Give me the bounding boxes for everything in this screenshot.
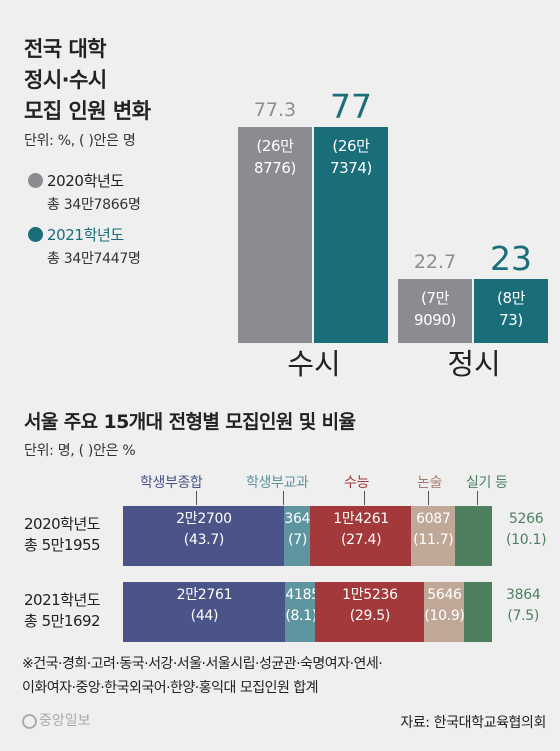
title-line: 정시·수시 [24, 68, 107, 92]
bar-value-label: 77 [330, 87, 372, 127]
segment-수능: 1만5236 (29.5) [315, 582, 425, 642]
segment-outside-label: 5266 (10.1) [506, 509, 547, 551]
segment-pct: (27.4) [340, 532, 382, 548]
segment-pct: (10.9) [424, 608, 465, 624]
segment-header: 학생부종합 [140, 475, 203, 491]
legend-label: 2020학년도 [47, 172, 124, 190]
newspaper-logo: 중앙일보 [22, 710, 91, 730]
segment-수능: 1만4261 (27.4) [310, 506, 412, 566]
segment-실기 등 [464, 582, 493, 642]
bar-count-line: (26만 [332, 137, 370, 156]
segment-count: 5646 [427, 587, 462, 603]
segment-학생부종합: 2만2700 (43.7) [123, 506, 285, 566]
bar-정시-2020학년도 [398, 279, 472, 343]
segment-header: 논술 [417, 475, 442, 491]
bar-수시-2021학년도 [314, 127, 388, 343]
bar-count-label: (26만 7374) [314, 135, 388, 179]
legend-total: 총 34만7866명 [47, 197, 141, 213]
segment-count: 3864 [506, 587, 541, 603]
segment-header: 수능 [344, 475, 369, 491]
segment-count: 1만4261 [333, 511, 389, 527]
segment-header-tick [428, 491, 429, 505]
segment-실기 등 [454, 506, 493, 566]
category-label: 수시 [287, 347, 341, 381]
legend-label: 2021학년도 [47, 226, 124, 244]
segment-pct: (7) [288, 532, 308, 548]
bar-count-line: 8776) [253, 158, 297, 177]
segment-header: 학생부교과 [246, 475, 309, 491]
segment-pct: (10.1) [506, 532, 547, 548]
row-year: 2021학년도 [24, 591, 101, 609]
bar-value-label: 23 [490, 238, 532, 278]
segment-pct: (44) [190, 608, 219, 624]
bar-count-line: 9090) [413, 311, 457, 330]
row-year: 2020학년도 [24, 515, 101, 533]
segment-header-tick [196, 491, 197, 505]
segment-header: 실기 등 [466, 475, 508, 491]
bar-value-label: 77.3 [253, 98, 297, 121]
category-label: 정시 [447, 347, 501, 381]
bar-count-line: (26만 [256, 136, 294, 155]
segment-header-tick [364, 491, 365, 505]
footnote-line: ※건국·경희·고려·동국·서강·서울·서울시립·성균관·숙명여자·연세· [22, 656, 383, 672]
segment-논술: 6087 (11.7) [411, 506, 456, 566]
segment-count: 6087 [416, 511, 451, 527]
section-unit: 단위: 명, ( )안은 % [24, 443, 136, 459]
footnote-line: 이화여자·중앙·한국외국어·한양·홍익대 모집인원 합계 [22, 680, 319, 696]
bar-count-line: 73) [499, 310, 523, 329]
footnote: ※건국·경희·고려·동국·서강·서울·서울시립·성균관·숙명여자·연세· 이화여… [22, 652, 383, 700]
segment-논술: 5646 (10.9) [424, 582, 465, 642]
segment-학생부교과: 4185 (8.1) [285, 582, 320, 642]
title-line: 전국 대학 [24, 37, 107, 61]
segment-count: 2만2700 [176, 511, 232, 527]
segment-pct: (29.5) [349, 608, 391, 624]
source-label: 자료: 한국대학교육협의회 [400, 715, 546, 731]
segment-pct: (43.7) [183, 532, 225, 548]
segment-pct: (11.7) [413, 532, 454, 548]
segment-학생부교과: 3641 (7) [284, 506, 319, 566]
segment-count: 3641 [284, 511, 319, 527]
logo-text: 중앙일보 [39, 713, 91, 729]
legend-2020: 2020학년도 [28, 170, 124, 191]
bar-count-line: (7만 [421, 289, 449, 308]
chart-title: 전국 대학 정시·수시 모집 인원 변화 [24, 34, 151, 127]
bar-count-line: (8만 [497, 288, 525, 307]
bar-count-label: (7만 9090) [398, 287, 472, 331]
segment-학생부종합: 2만2761 (44) [123, 582, 286, 642]
row-total: 총 5만1692 [24, 612, 101, 630]
bar-count-line: 7374) [329, 159, 373, 178]
legend-dot [28, 227, 43, 242]
segment-header-tick [477, 491, 478, 505]
bar-정시-2021학년도 [474, 278, 548, 343]
bar-count-label: (26만 8776) [238, 135, 312, 179]
row-total: 총 5만1955 [24, 536, 101, 554]
bar-value-label: 22.7 [413, 251, 457, 274]
segment-count: 5266 [508, 511, 544, 527]
title-line: 모집 인원 변화 [24, 99, 151, 123]
segment-outside-label: 3864 (7.5) [506, 585, 541, 627]
legend-dot [28, 173, 43, 188]
bar-count-label: (8만 73) [474, 287, 548, 331]
legend-total: 총 34만7447명 [47, 251, 141, 267]
segment-pct: (8.1) [285, 608, 318, 624]
segment-pct: (7.5) [507, 608, 540, 624]
segment-count: 1만5236 [342, 587, 398, 603]
legend-2021: 2021학년도 [28, 224, 124, 245]
segment-count: 2만2761 [176, 587, 233, 603]
section-title: 서울 주요 15개대 전형별 모집인원 및 비율 [24, 411, 356, 433]
bar-수시-2020학년도 [238, 126, 312, 343]
segment-header-tick [283, 491, 284, 505]
unit-label: 단위: %, ( )안은 명 [24, 133, 136, 149]
segment-count: 4185 [285, 587, 320, 603]
